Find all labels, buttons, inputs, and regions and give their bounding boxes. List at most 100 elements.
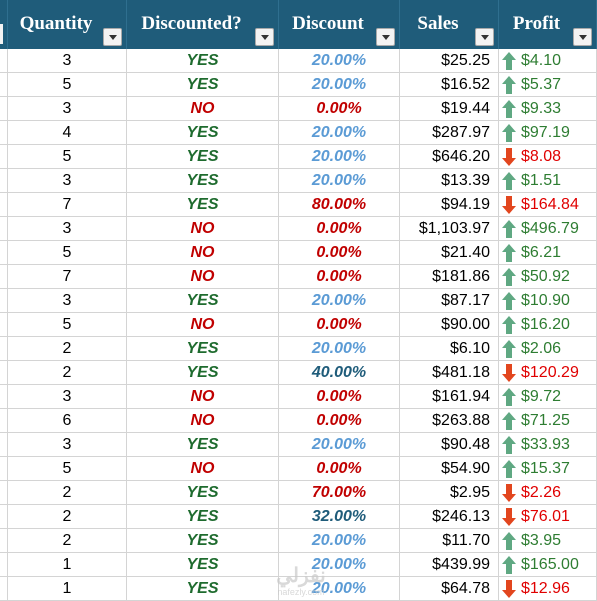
profit-cell[interactable]: $9.33 (499, 97, 597, 121)
discount-cell[interactable]: 0.00% (279, 457, 400, 481)
quantity-cell[interactable]: 3 (8, 97, 127, 121)
row-cell-partial[interactable] (0, 265, 8, 289)
quantity-cell[interactable]: 1 (8, 553, 127, 577)
discounted-cell[interactable]: YES (127, 193, 279, 217)
row-cell-partial[interactable] (0, 385, 8, 409)
sales-cell[interactable]: $439.99 (400, 553, 499, 577)
discount-cell[interactable]: 20.00% (279, 145, 400, 169)
quantity-cell[interactable]: 2 (8, 529, 127, 553)
quantity-cell[interactable]: 7 (8, 193, 127, 217)
sales-cell[interactable]: $181.86 (400, 265, 499, 289)
quantity-cell[interactable]: 3 (8, 217, 127, 241)
sales-cell[interactable]: $2.95 (400, 481, 499, 505)
discount-cell[interactable]: 20.00% (279, 121, 400, 145)
profit-cell[interactable]: $5.37 (499, 73, 597, 97)
discounted-cell[interactable]: NO (127, 217, 279, 241)
discounted-cell[interactable]: NO (127, 97, 279, 121)
profit-cell[interactable]: $4.10 (499, 49, 597, 73)
quantity-cell[interactable]: 2 (8, 337, 127, 361)
sales-cell[interactable]: $263.88 (400, 409, 499, 433)
row-cell-partial[interactable] (0, 313, 8, 337)
discount-cell[interactable]: 0.00% (279, 217, 400, 241)
sales-cell[interactable]: $13.39 (400, 169, 499, 193)
discount-cell[interactable]: 20.00% (279, 337, 400, 361)
profit-cell[interactable]: $76.01 (499, 505, 597, 529)
quantity-cell[interactable]: 3 (8, 433, 127, 457)
profit-cell[interactable]: $164.84 (499, 193, 597, 217)
sales-cell[interactable]: $64.78 (400, 577, 499, 601)
quantity-cell[interactable]: 1 (8, 577, 127, 601)
quantity-cell[interactable]: 3 (8, 169, 127, 193)
discount-cell[interactable]: 20.00% (279, 73, 400, 97)
discount-cell[interactable]: 20.00% (279, 289, 400, 313)
filter-dropdown-icon[interactable] (255, 28, 274, 46)
quantity-cell[interactable]: 5 (8, 145, 127, 169)
filter-dropdown-edge[interactable] (0, 24, 3, 44)
row-cell-partial[interactable] (0, 529, 8, 553)
profit-cell[interactable]: $97.19 (499, 121, 597, 145)
discounted-cell[interactable]: YES (127, 505, 279, 529)
profit-cell[interactable]: $15.37 (499, 457, 597, 481)
sales-cell[interactable]: $481.18 (400, 361, 499, 385)
discounted-cell[interactable]: NO (127, 313, 279, 337)
filter-dropdown-icon[interactable] (103, 28, 122, 46)
profit-cell[interactable]: $8.08 (499, 145, 597, 169)
quantity-cell[interactable]: 4 (8, 121, 127, 145)
discounted-cell[interactable]: YES (127, 121, 279, 145)
discounted-cell[interactable]: NO (127, 385, 279, 409)
row-cell-partial[interactable] (0, 193, 8, 217)
row-cell-partial[interactable] (0, 505, 8, 529)
row-cell-partial[interactable] (0, 433, 8, 457)
row-cell-partial[interactable] (0, 361, 8, 385)
sales-cell[interactable]: $25.25 (400, 49, 499, 73)
discounted-cell[interactable]: NO (127, 241, 279, 265)
row-cell-partial[interactable] (0, 409, 8, 433)
profit-cell[interactable]: $6.21 (499, 241, 597, 265)
profit-cell[interactable]: $3.95 (499, 529, 597, 553)
discount-cell[interactable]: 20.00% (279, 577, 400, 601)
profit-cell[interactable]: $33.93 (499, 433, 597, 457)
profit-cell[interactable]: $12.96 (499, 577, 597, 601)
profit-cell[interactable]: $2.06 (499, 337, 597, 361)
discounted-cell[interactable]: YES (127, 529, 279, 553)
filter-dropdown-icon[interactable] (376, 28, 395, 46)
profit-cell[interactable]: $120.29 (499, 361, 597, 385)
discounted-cell[interactable]: YES (127, 145, 279, 169)
row-cell-partial[interactable] (0, 49, 8, 73)
profit-cell[interactable]: $1.51 (499, 169, 597, 193)
quantity-cell[interactable]: 5 (8, 241, 127, 265)
row-cell-partial[interactable] (0, 73, 8, 97)
profit-cell[interactable]: $71.25 (499, 409, 597, 433)
quantity-cell[interactable]: 7 (8, 265, 127, 289)
profit-cell[interactable]: $50.92 (499, 265, 597, 289)
quantity-cell[interactable]: 3 (8, 289, 127, 313)
profit-cell[interactable]: $2.26 (499, 481, 597, 505)
row-cell-partial[interactable] (0, 457, 8, 481)
filter-dropdown-icon[interactable] (573, 28, 592, 46)
sales-cell[interactable]: $6.10 (400, 337, 499, 361)
discounted-cell[interactable]: YES (127, 289, 279, 313)
discounted-cell[interactable]: YES (127, 361, 279, 385)
sales-cell[interactable]: $87.17 (400, 289, 499, 313)
discount-cell[interactable]: 20.00% (279, 553, 400, 577)
sales-cell[interactable]: $11.70 (400, 529, 499, 553)
discount-cell[interactable]: 20.00% (279, 49, 400, 73)
quantity-cell[interactable]: 3 (8, 49, 127, 73)
row-cell-partial[interactable] (0, 553, 8, 577)
discount-cell[interactable]: 0.00% (279, 241, 400, 265)
filter-dropdown-icon[interactable] (475, 28, 494, 46)
quantity-cell[interactable]: 3 (8, 385, 127, 409)
quantity-cell[interactable]: 2 (8, 505, 127, 529)
quantity-cell[interactable]: 2 (8, 361, 127, 385)
discounted-cell[interactable]: YES (127, 433, 279, 457)
sales-cell[interactable]: $94.19 (400, 193, 499, 217)
profit-cell[interactable]: $16.20 (499, 313, 597, 337)
quantity-cell[interactable]: 5 (8, 457, 127, 481)
discounted-cell[interactable]: YES (127, 49, 279, 73)
discount-cell[interactable]: 0.00% (279, 385, 400, 409)
discount-cell[interactable]: 0.00% (279, 265, 400, 289)
discounted-cell[interactable]: YES (127, 337, 279, 361)
quantity-cell[interactable]: 5 (8, 313, 127, 337)
discount-cell[interactable]: 32.00% (279, 505, 400, 529)
profit-cell[interactable]: $496.79 (499, 217, 597, 241)
